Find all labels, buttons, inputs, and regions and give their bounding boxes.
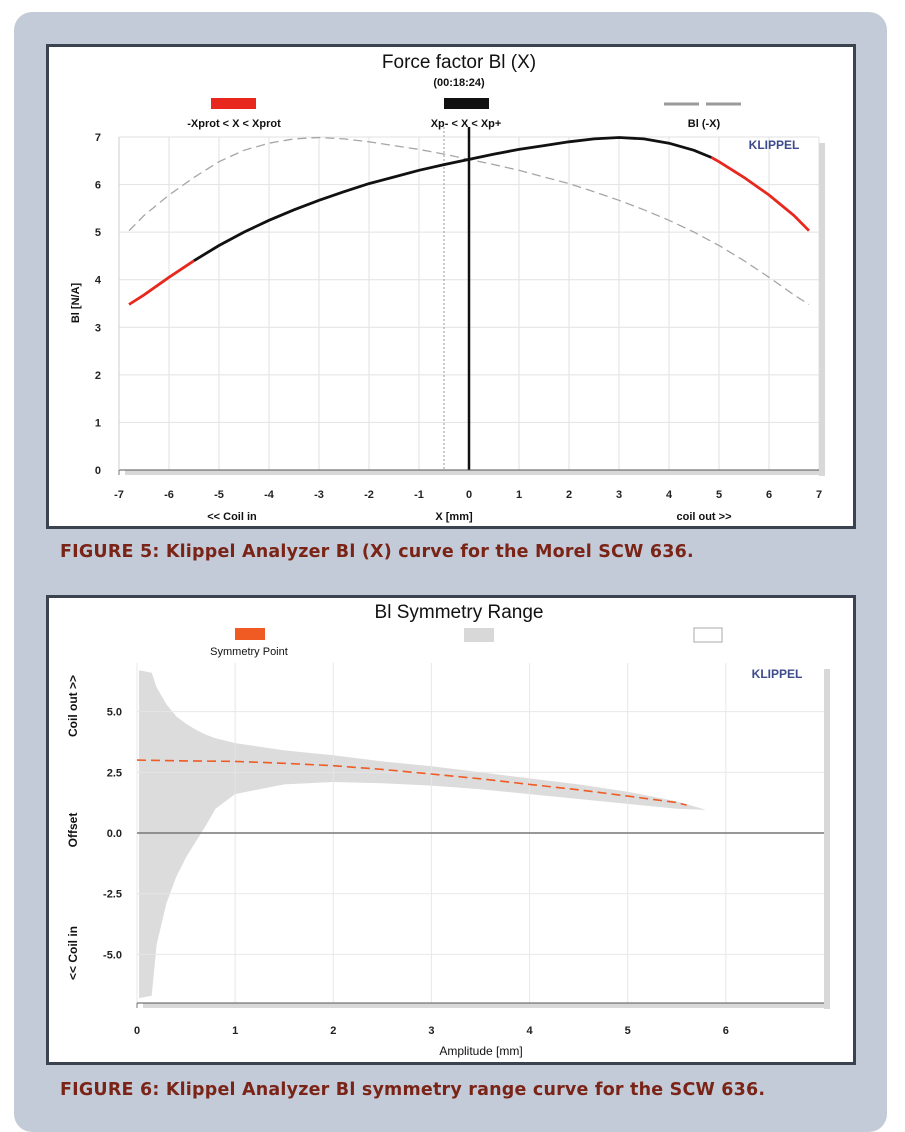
c2-xlabel: Amplitude [mm] <box>439 1044 522 1058</box>
c1-ytick-5: 5 <box>95 227 101 239</box>
c2-xtick-2: 2 <box>330 1025 336 1037</box>
c1-ytick-6: 6 <box>95 180 101 192</box>
figure6-caption: FIGURE 6: Klippel Analyzer Bl symmetry r… <box>60 1080 766 1100</box>
c1-xtick-14: 7 <box>816 489 822 501</box>
c1-frame-shadow-bottom <box>125 470 825 475</box>
c1-ytick-7: 7 <box>95 132 101 144</box>
c2-ylabel: Offset <box>66 813 80 848</box>
c2-frame-shadow-right <box>824 669 830 1009</box>
c2-ytick-4: -5.0 <box>103 949 122 961</box>
c2-title: Bl Symmetry Range <box>375 602 544 623</box>
c2-legend-label-orange: Symmetry Point <box>210 646 288 658</box>
c1-ytick-2: 2 <box>95 370 101 382</box>
c1-xtick-2: -5 <box>214 489 224 501</box>
c1-series-bl-black <box>193 136 713 262</box>
c2-ylabel-top: Coil out >> <box>66 675 80 737</box>
c2-xtick-1: 1 <box>232 1025 238 1037</box>
symmetry-range-chart: 0 1 2 3 4 5 6 5.0 2.5 0.0 -2.5 -5.0 Bl Symmetry Ran… <box>46 595 856 1065</box>
c2-legend-swatch-white <box>693 627 723 643</box>
force-factor-chart-svg: -7 -6 -5 -4 -3 -2 -1 0 1 2 3 4 5 6 7 0 1 2 3 4 5 6 7 Force fac… <box>70 52 825 523</box>
c1-xtick-10: 3 <box>616 489 622 501</box>
figure5-caption: FIGURE 5: Klippel Analyzer Bl (X) curve … <box>60 542 694 562</box>
c2-legend-swatch-orange <box>235 628 265 640</box>
c2-ytick-0: 5.0 <box>107 707 122 719</box>
c2-frame-shadow-bottom <box>143 1003 830 1008</box>
c1-xtick-0: -7 <box>114 489 124 501</box>
c1-ytick-1: 1 <box>95 417 101 429</box>
c1-subtitle: (00:18:24) <box>433 77 485 89</box>
c2-legend-swatch-gray <box>464 628 494 642</box>
c1-xtick-13: 6 <box>766 489 772 501</box>
c2-brand: KLIPPEL <box>752 667 803 681</box>
c1-xtick-11: 4 <box>666 489 673 501</box>
c2-xtick-5: 5 <box>625 1025 631 1037</box>
c1-xtick-1: -6 <box>164 489 174 501</box>
c1-xlabel: X [mm] <box>435 511 473 523</box>
c1-ylabel: Bl [N/A] <box>70 283 82 324</box>
c1-legend-swatch-black <box>444 98 489 109</box>
c1-series-bl-red-left <box>128 259 195 306</box>
c1-frame-shadow-right <box>819 143 825 476</box>
symmetry-range-chart-svg: 0 1 2 3 4 5 6 5.0 2.5 0.0 -2.5 -5.0 Bl Symmetry Ran… <box>66 602 830 1058</box>
c2-series-symmetry-point <box>136 759 687 806</box>
c2-ytick-1: 2.5 <box>107 767 122 779</box>
c1-ytick-0: 0 <box>95 465 101 477</box>
c2-ylabel-bottom: << Coil in <box>66 926 80 980</box>
c1-brand: KLIPPEL <box>749 138 800 152</box>
c1-xtick-4: -3 <box>314 489 324 501</box>
c1-ytick-4: 4 <box>95 275 102 287</box>
c1-xtick-8: 1 <box>516 489 522 501</box>
c1-legend-label-gray: Bl (-X) <box>688 118 721 130</box>
c2-ytick-3: -2.5 <box>103 889 122 901</box>
c1-legend-swatch-red <box>211 98 256 109</box>
c1-title: Force factor Bl (X) <box>382 52 536 73</box>
c2-xtick-0: 0 <box>134 1025 140 1037</box>
c2-symmetry-band <box>138 670 707 999</box>
c1-xtick-5: -2 <box>364 489 374 501</box>
c1-ytick-3: 3 <box>95 322 101 334</box>
c1-xtick-9: 2 <box>566 489 572 501</box>
c1-xtick-7: 0 <box>466 489 472 501</box>
c1-legend-label-red: -Xprot < X < Xprot <box>187 118 281 130</box>
force-factor-chart: -7 -6 -5 -4 -3 -2 -1 0 1 2 3 4 5 6 7 0 1 2 3 4 5 6 7 Force fac… <box>46 44 856 529</box>
c1-xtick-6: -1 <box>414 489 424 501</box>
c1-series-bl-red-right <box>710 156 810 232</box>
c2-xtick-3: 3 <box>428 1025 434 1037</box>
c1-xtick-12: 5 <box>716 489 722 501</box>
c1-xtick-3: -4 <box>264 489 275 501</box>
c1-xlabel-right: coil out >> <box>676 511 731 523</box>
c1-xlabel-left: << Coil in <box>207 511 257 523</box>
c2-ytick-2: 0.0 <box>107 828 122 840</box>
c1-legend-label-black: Xp- < X < Xp+ <box>431 118 502 130</box>
c2-xtick-6: 6 <box>723 1025 729 1037</box>
c2-xtick-4: 4 <box>527 1025 534 1037</box>
